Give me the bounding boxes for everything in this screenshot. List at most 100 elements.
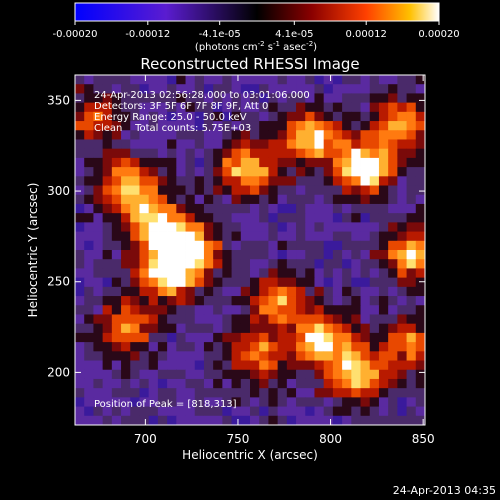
heatmap-cell	[250, 240, 260, 251]
heatmap-cell	[342, 203, 352, 214]
heatmap-cell	[314, 203, 325, 214]
heatmap-cell	[277, 93, 288, 104]
heatmap-cell	[388, 222, 398, 232]
heatmap-cell	[351, 185, 361, 196]
heatmap-cell	[194, 342, 205, 352]
heatmap-cell	[397, 378, 407, 389]
heatmap-cell	[194, 222, 205, 232]
heatmap-cell	[194, 259, 205, 269]
heatmap-cell	[351, 176, 361, 186]
heatmap-cell	[369, 240, 380, 251]
heatmap-cell	[213, 121, 223, 131]
heatmap-cell	[102, 130, 113, 140]
heatmap-cell	[93, 130, 104, 140]
heatmap-cell	[305, 369, 315, 380]
heatmap-cell	[314, 148, 325, 159]
heatmap-cell	[185, 84, 196, 94]
heatmap-cell	[268, 388, 279, 398]
heatmap-cell	[259, 121, 269, 131]
heatmap-cell	[332, 277, 343, 288]
heatmap-cell	[75, 342, 85, 352]
heatmap-cell	[121, 194, 131, 205]
heatmap-cell	[296, 121, 306, 131]
heatmap-cell	[268, 157, 279, 168]
heatmap-cell	[240, 75, 251, 85]
heatmap-cell	[222, 388, 232, 398]
heatmap-cell	[157, 277, 168, 288]
heatmap-cell	[84, 167, 94, 177]
heatmap-cell	[75, 397, 85, 407]
heatmap-cell	[157, 121, 168, 131]
heatmap-cell	[121, 406, 131, 417]
heatmap-cell	[369, 323, 380, 334]
heatmap-cell	[75, 351, 85, 361]
heatmap-cell	[296, 342, 306, 352]
heatmap-cell	[250, 388, 260, 398]
heatmap-cell	[139, 84, 150, 94]
heatmap-cell	[342, 314, 352, 325]
heatmap-cell	[157, 314, 168, 325]
heatmap-cell	[203, 296, 214, 306]
heatmap-cell	[111, 388, 122, 398]
heatmap-cell	[259, 185, 269, 196]
heatmap-cell	[332, 259, 343, 269]
heatmap-cell	[185, 130, 196, 140]
heatmap-cell	[203, 130, 214, 140]
y-tick-label: 200	[47, 365, 70, 379]
heatmap-cell	[314, 250, 325, 260]
heatmap-cell	[222, 130, 232, 140]
heatmap-cell	[397, 167, 407, 177]
heatmap-cell	[213, 351, 223, 361]
heatmap-cell	[176, 139, 186, 150]
heatmap-cell	[388, 157, 398, 168]
heatmap-cell	[121, 286, 131, 297]
heatmap-cell	[231, 250, 242, 260]
heatmap-cell	[296, 84, 306, 94]
heatmap-cell	[332, 397, 343, 407]
heatmap-cell	[167, 185, 177, 196]
heatmap-cell	[268, 102, 279, 113]
heatmap-cell	[314, 388, 325, 398]
heatmap-cell	[351, 167, 361, 177]
heatmap-cell	[176, 397, 186, 407]
heatmap-cell	[121, 84, 131, 94]
y-tick-label: 350	[47, 93, 70, 107]
heatmap-cell	[240, 203, 251, 214]
heatmap-cell	[369, 167, 380, 177]
heatmap-cell	[167, 75, 177, 85]
heatmap-cell	[194, 277, 205, 288]
heatmap-cell	[93, 231, 104, 242]
heatmap-cell	[75, 369, 85, 380]
heatmap-cell	[360, 240, 371, 251]
heatmap-cell	[84, 286, 94, 297]
heatmap-cell	[259, 130, 269, 140]
heatmap-cell	[111, 314, 122, 325]
heatmap-cell	[148, 213, 159, 223]
heatmap-cell	[213, 406, 223, 417]
heatmap-cell	[388, 250, 398, 260]
heatmap-cell	[84, 360, 94, 371]
heatmap-cell	[139, 176, 150, 186]
heatmap-cell	[296, 240, 306, 251]
heatmap-cell	[84, 268, 94, 279]
heatmap-cell	[332, 268, 343, 279]
heatmap-cell	[415, 157, 425, 168]
heatmap-cell	[415, 378, 425, 389]
heatmap-cell	[369, 296, 380, 306]
heatmap-cell	[259, 286, 269, 297]
heatmap-cell	[148, 305, 159, 315]
heatmap-cell	[286, 250, 297, 260]
heatmap-cell	[176, 222, 186, 232]
heatmap-cell	[360, 148, 371, 159]
heatmap-cell	[185, 369, 196, 380]
heatmap-cell	[388, 286, 398, 297]
heatmap-cell	[148, 185, 159, 196]
heatmap-cell	[268, 259, 279, 269]
heatmap-cell	[406, 369, 417, 380]
heatmap-cell	[93, 102, 104, 113]
heatmap-cell	[415, 277, 425, 288]
heatmap-cell	[240, 130, 251, 140]
heatmap-cell	[250, 351, 260, 361]
heatmap-cell	[369, 213, 380, 223]
heatmap-cell	[286, 388, 297, 398]
